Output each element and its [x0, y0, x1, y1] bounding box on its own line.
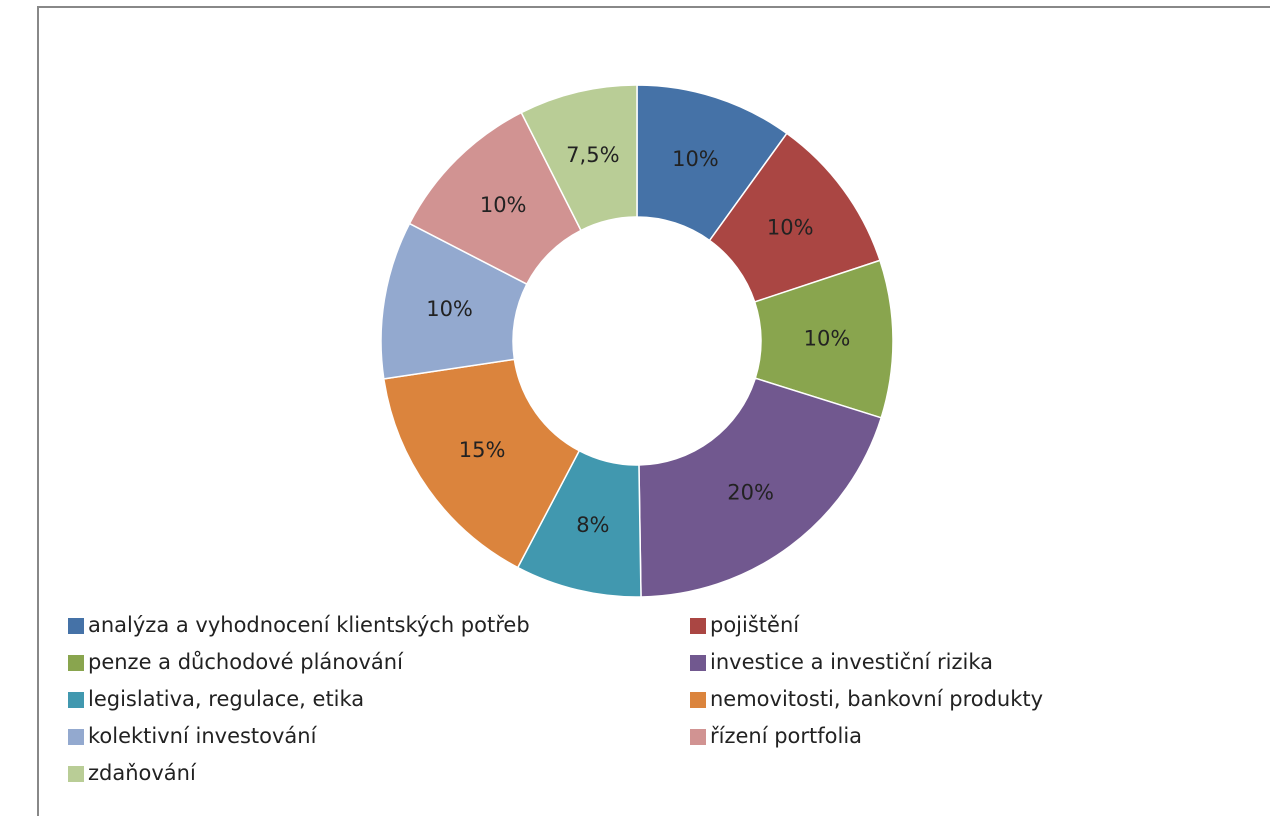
legend-label: analýza a vyhodnocení klientských potřeb: [88, 613, 530, 637]
legend-label: pojištění: [710, 613, 800, 637]
legend-swatch: [68, 729, 84, 745]
data-label: 15%: [459, 438, 506, 462]
legend-swatch: [690, 655, 706, 671]
legend-swatch: [68, 766, 84, 782]
data-label: 20%: [727, 480, 774, 504]
data-label: 10%: [767, 216, 814, 240]
data-label: 7,5%: [566, 143, 619, 167]
legend-label: nemovitosti, bankovní produkty: [710, 687, 1043, 711]
donut-slice: [520, 84, 638, 232]
legend-swatch: [68, 692, 84, 708]
legend-swatch: [690, 729, 706, 745]
legend-swatch: [690, 692, 706, 708]
donut-slice: [638, 377, 883, 598]
legend-swatch: [68, 618, 84, 634]
legend-label: investice a investiční rizika: [710, 650, 993, 674]
data-label: 10%: [426, 297, 473, 321]
data-label: 10%: [480, 193, 527, 217]
legend-label: penze a důchodové plánování: [88, 650, 404, 674]
data-label: 10%: [672, 147, 719, 171]
donut-slice: [382, 358, 581, 569]
legend-label: zdaňování: [88, 761, 197, 785]
legend-swatch: [690, 618, 706, 634]
legend-label: legislativa, regulace, etika: [88, 687, 364, 711]
legend-label: kolektivní investování: [88, 724, 318, 748]
legend-swatch: [68, 655, 84, 671]
data-label: 10%: [804, 327, 851, 351]
legend-label: řízení portfolia: [710, 724, 862, 748]
data-label: 8%: [576, 513, 609, 537]
